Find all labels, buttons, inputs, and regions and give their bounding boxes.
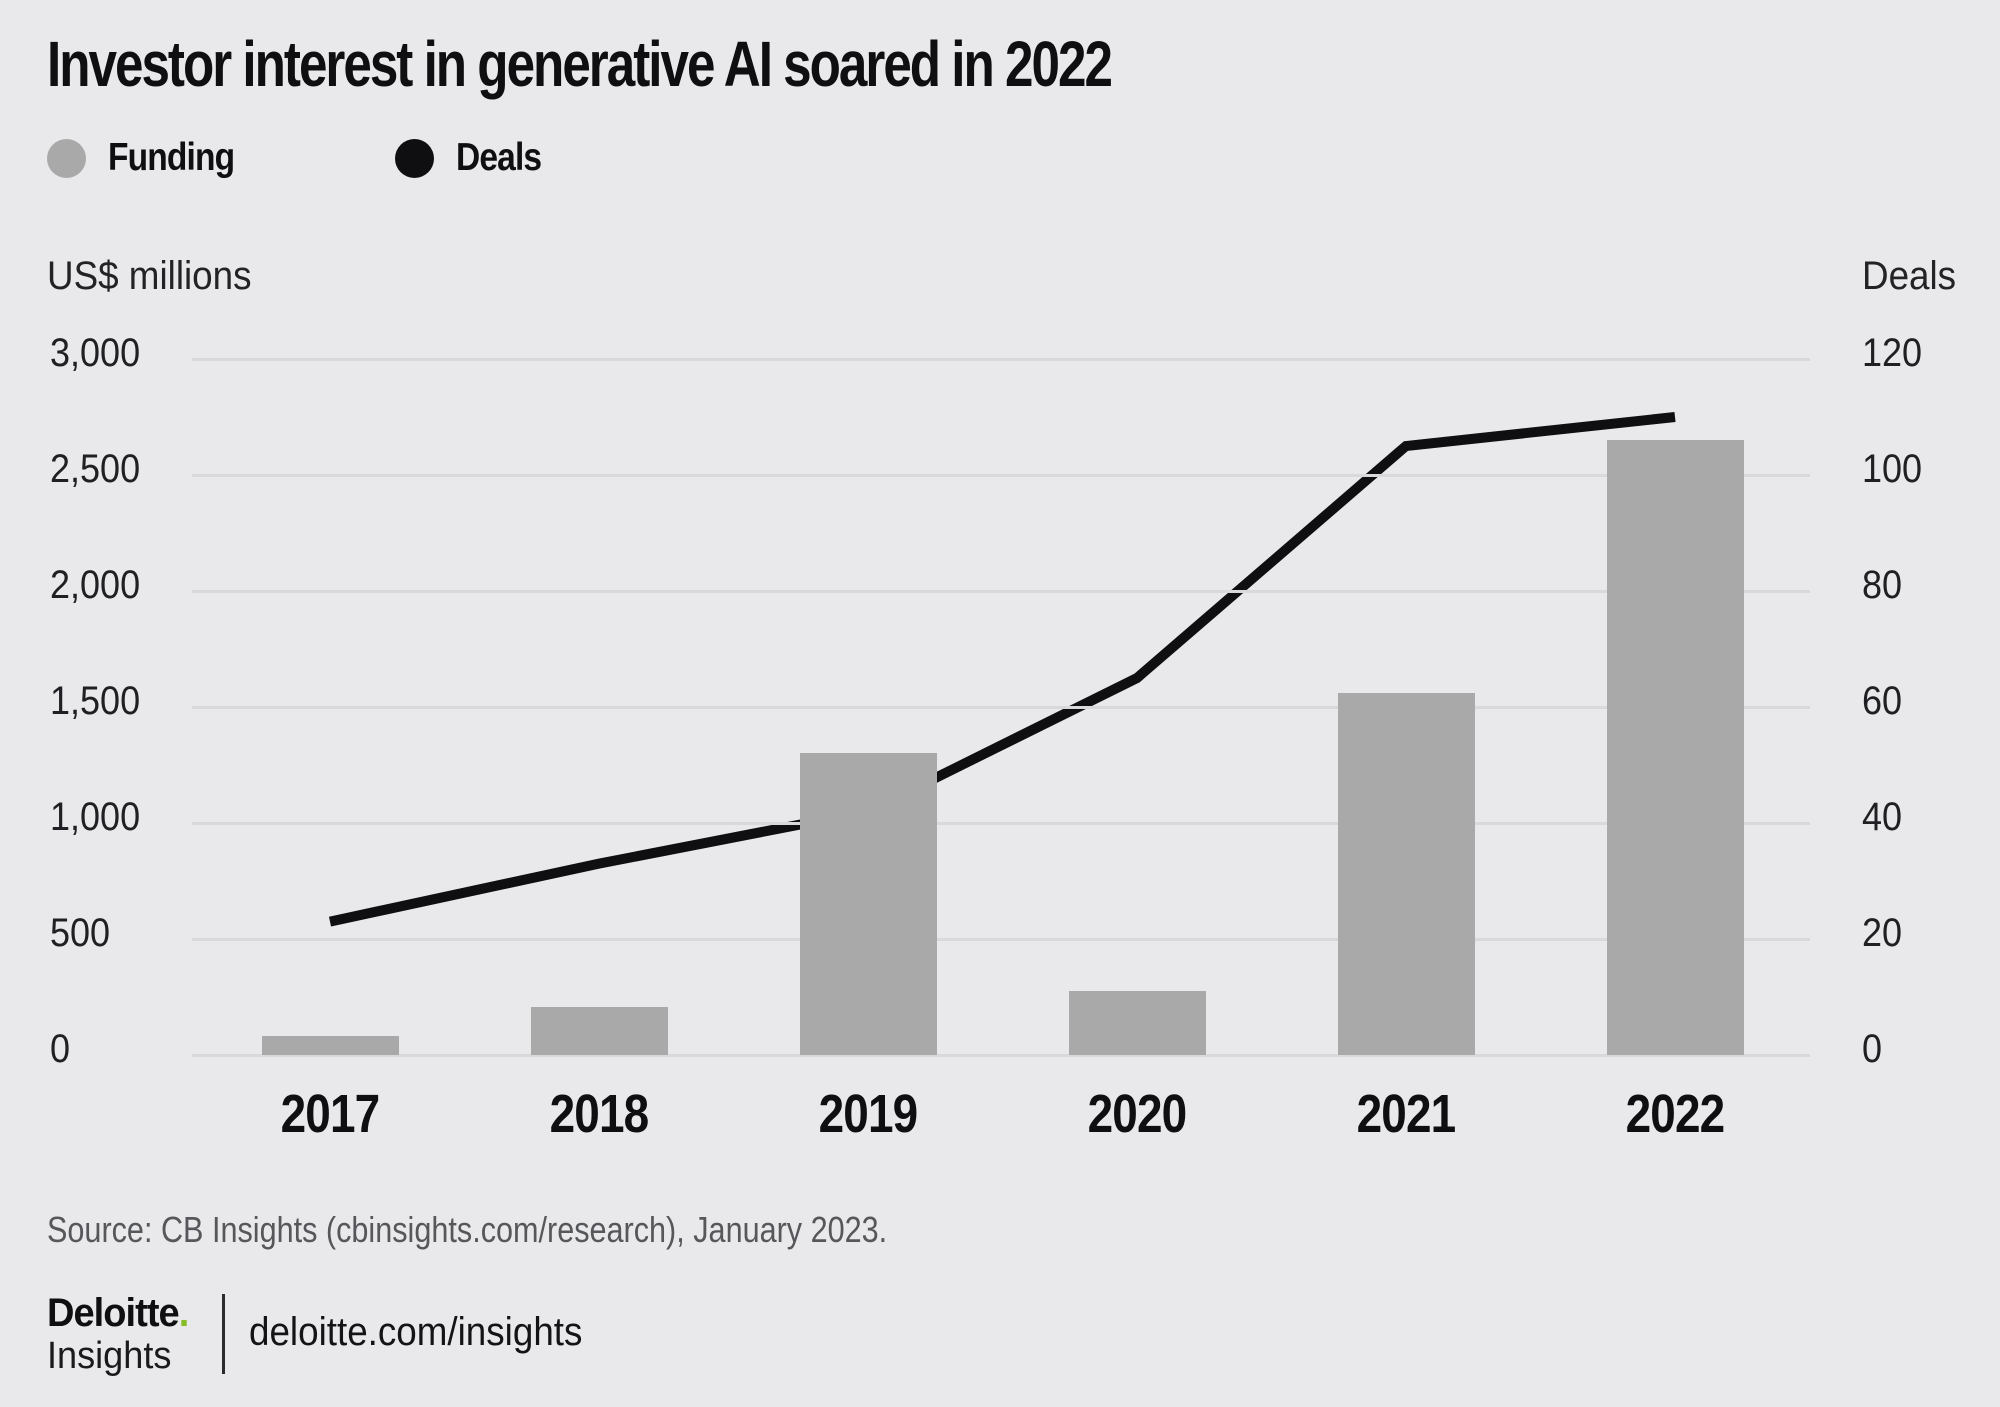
deals-legend-dot-icon (395, 138, 434, 178)
logo-divider (222, 1294, 225, 1374)
deals-line (328, 412, 1676, 927)
legend-label-deals: Deals (456, 136, 542, 179)
right-axis-tick-label: 0 (1862, 1027, 1883, 1071)
x-axis-label-2018: 2018 (549, 1084, 650, 1144)
left-axis-tick-label: 1,000 (50, 795, 141, 839)
gridline (192, 822, 1810, 825)
gridline (192, 358, 1810, 361)
funding-bar-2017 (261, 1036, 399, 1055)
left-axis-tick-label: 2,500 (50, 447, 141, 491)
left-axis-tick-label: 500 (50, 911, 111, 955)
logo-brand: Deloitte. (47, 1291, 190, 1335)
left-axis-title: US$ millions (47, 254, 252, 298)
x-axis-label-2017: 2017 (280, 1084, 381, 1144)
x-axis-label-2022: 2022 (1625, 1084, 1726, 1144)
right-axis-title: Deals (1862, 254, 1957, 298)
deloitte-insights-logo: Deloitte. Insights deloitte.com/insights (47, 1291, 582, 1378)
deals-line-layer (328, 412, 1676, 927)
x-axis-label-2021: 2021 (1356, 1084, 1457, 1144)
logo-site-url: deloitte.com/insights (249, 1310, 583, 1354)
right-axis-tick-label: 120 (1862, 331, 1923, 375)
right-axis-tick-label: 20 (1862, 911, 1903, 955)
left-axis-tick-label: 3,000 (50, 331, 141, 375)
source-note: Source: CB Insights (cbinsights.com/rese… (47, 1209, 888, 1250)
chart-title: Investor interest in generative AI soare… (47, 28, 1113, 100)
funding-legend-dot-icon (47, 138, 86, 178)
logo-sub: Insights (47, 1335, 172, 1377)
left-axis-tick-label: 1,500 (50, 679, 141, 723)
funding-bar-2021 (1337, 693, 1475, 1055)
right-axis-tick-label: 40 (1862, 795, 1903, 839)
x-axis-label-2019: 2019 (818, 1084, 919, 1144)
gridline (192, 706, 1810, 709)
left-axis-tick-label: 2,000 (50, 563, 141, 607)
right-axis-tick-label: 80 (1862, 563, 1903, 607)
right-axis-tick-label: 60 (1862, 679, 1903, 723)
gridline (192, 474, 1810, 477)
legend-item-funding: Funding (47, 136, 255, 180)
plot-area (192, 358, 1810, 1057)
funding-bar-2019 (799, 753, 937, 1055)
left-axis-tick-label: 0 (50, 1027, 71, 1071)
legend-label-funding: Funding (108, 136, 235, 179)
funding-bar-2022 (1606, 440, 1744, 1055)
legend-item-deals: Deals (395, 136, 555, 180)
funding-bar-2018 (530, 1007, 668, 1055)
right-axis-tick-label: 100 (1862, 447, 1923, 491)
gridline (192, 938, 1810, 941)
logo-green-dot-icon: . (178, 1291, 190, 1335)
gridline (192, 590, 1810, 593)
gridline (192, 1054, 1810, 1057)
x-axis-label-2020: 2020 (1087, 1084, 1188, 1144)
funding-bar-2020 (1068, 991, 1206, 1055)
